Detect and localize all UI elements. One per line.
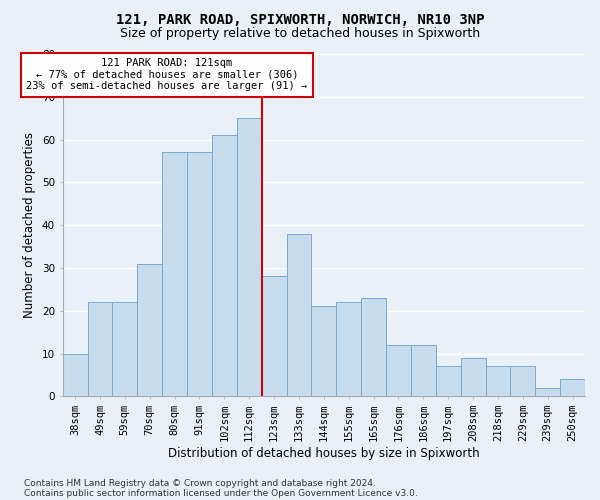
Bar [262, 276, 287, 396]
Bar [62, 354, 88, 397]
Y-axis label: Number of detached properties: Number of detached properties [23, 132, 37, 318]
Bar [411, 345, 436, 397]
Bar [560, 379, 585, 396]
Bar [361, 298, 386, 396]
Bar [162, 152, 187, 396]
Bar [511, 366, 535, 396]
Bar [237, 118, 262, 396]
Bar [336, 302, 361, 396]
Bar [287, 234, 311, 396]
Bar [212, 136, 237, 396]
Bar [88, 302, 112, 396]
Bar [112, 302, 137, 396]
Text: 121 PARK ROAD: 121sqm
← 77% of detached houses are smaller (306)
23% of semi-det: 121 PARK ROAD: 121sqm ← 77% of detached … [26, 58, 308, 92]
Bar [386, 345, 411, 397]
Bar [461, 358, 485, 397]
Bar [485, 366, 511, 396]
Bar [535, 388, 560, 396]
Bar [311, 306, 336, 396]
Text: Contains HM Land Registry data © Crown copyright and database right 2024.: Contains HM Land Registry data © Crown c… [24, 478, 376, 488]
Text: Size of property relative to detached houses in Spixworth: Size of property relative to detached ho… [120, 28, 480, 40]
X-axis label: Distribution of detached houses by size in Spixworth: Distribution of detached houses by size … [168, 447, 479, 460]
Text: 121, PARK ROAD, SPIXWORTH, NORWICH, NR10 3NP: 121, PARK ROAD, SPIXWORTH, NORWICH, NR10… [116, 12, 484, 26]
Text: Contains public sector information licensed under the Open Government Licence v3: Contains public sector information licen… [24, 488, 418, 498]
Bar [137, 264, 162, 396]
Bar [436, 366, 461, 396]
Bar [187, 152, 212, 396]
